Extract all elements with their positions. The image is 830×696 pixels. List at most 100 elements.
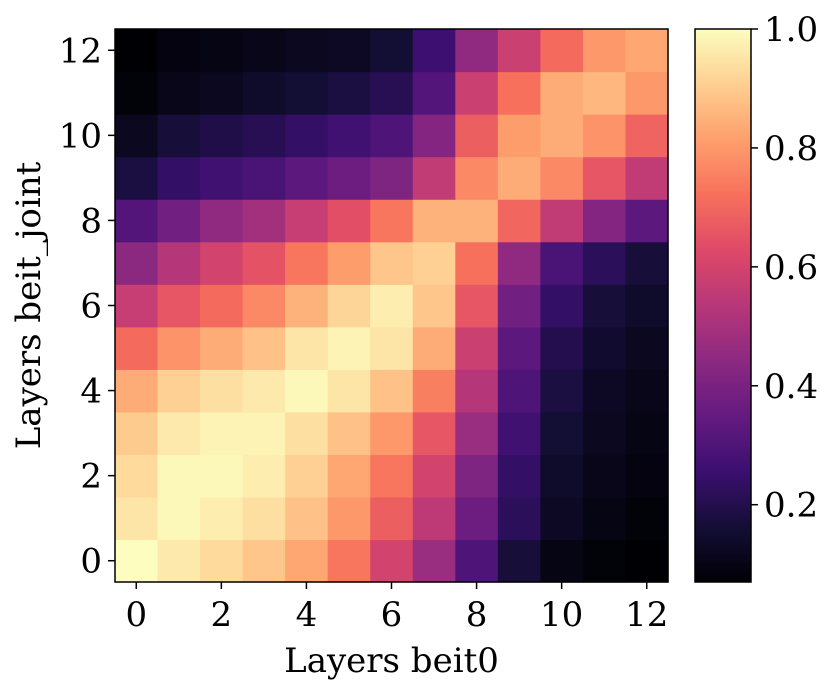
heatmap-cell: [412, 114, 456, 158]
heatmap-cell: [540, 369, 584, 413]
heatmap-cell: [200, 199, 244, 243]
heatmap-cell: [582, 369, 627, 413]
heatmap-cell: [412, 156, 456, 200]
heatmap-cell: [157, 454, 201, 498]
heatmap-cell: [285, 326, 329, 370]
heatmap-cell: [540, 454, 584, 498]
heatmap-cell: [625, 496, 669, 541]
heatmap-cell: [200, 539, 244, 583]
colorbar-ticks: 0.2 0.4 0.6 0.8 1.0: [751, 10, 818, 526]
heatmap-cell: [540, 114, 584, 158]
heatmap-cell: [497, 114, 541, 158]
heatmap-cell: [540, 539, 584, 583]
heatmap-cell: [582, 29, 627, 73]
heatmap-cell: [412, 29, 456, 73]
y-tick-label: 10: [59, 116, 102, 156]
x-tick-label: 0: [125, 595, 147, 635]
heatmap-cell: [242, 539, 286, 583]
heatmap-cell: [115, 241, 159, 285]
heatmap-cell: [242, 496, 286, 541]
x-axis-ticks: 0 2 4 6 8 10 12: [125, 582, 668, 635]
heatmap-cell: [625, 326, 669, 370]
heatmap-cell: [497, 29, 541, 73]
heatmap-cell: [455, 114, 499, 158]
heatmap-cell: [582, 326, 627, 370]
heatmap-cell: [540, 199, 584, 243]
heatmap-cell: [157, 284, 201, 328]
heatmap-cell: [412, 369, 456, 413]
heatmap-cell: [497, 454, 541, 498]
heatmap-cell: [242, 454, 286, 498]
heatmap-cell: [327, 411, 371, 455]
heatmap-cell: [497, 71, 541, 115]
heatmap-cell: [285, 114, 329, 158]
heatmap-cell: [115, 496, 159, 541]
heatmap-cell: [200, 369, 244, 413]
x-tick-label: 10: [540, 595, 583, 635]
heatmap-cell: [285, 454, 329, 498]
heatmap-cell: [242, 156, 286, 200]
heatmap-cell: [327, 539, 371, 583]
heatmap-cell: [625, 454, 669, 498]
heatmap-cell: [412, 241, 456, 285]
heatmap-cell: [115, 29, 159, 73]
heatmap-cell: [540, 496, 584, 541]
heatmap-cell: [582, 411, 627, 455]
heatmap-cell: [455, 156, 499, 200]
heatmap-cell: [582, 114, 627, 158]
heatmap-cell: [285, 284, 329, 328]
y-tick-label: 6: [80, 287, 102, 327]
heatmap-cell: [327, 496, 371, 541]
heatmap-cell: [285, 29, 329, 73]
heatmap-cells: [115, 29, 669, 583]
heatmap-cell: [625, 241, 669, 285]
heatmap-cell: [625, 199, 669, 243]
x-tick-label: 6: [381, 595, 403, 635]
heatmap-cell: [200, 114, 244, 158]
heatmap-cell: [285, 241, 329, 285]
heatmap-cell: [200, 71, 244, 115]
heatmap-cell: [412, 411, 456, 455]
heatmap-cell: [497, 284, 541, 328]
heatmap-cell: [625, 369, 669, 413]
heatmap-cell: [497, 326, 541, 370]
heatmap-cell: [412, 71, 456, 115]
heatmap-cell: [327, 71, 371, 115]
heatmap-cell: [497, 199, 541, 243]
y-tick-label: 2: [80, 457, 102, 497]
colorbar-tick-label: 1.0: [764, 10, 818, 50]
heatmap-cell: [370, 71, 414, 115]
y-axis-label: Layers beit_joint: [9, 161, 49, 449]
heatmap-cell: [242, 29, 286, 73]
heatmap-cell: [540, 411, 584, 455]
y-tick-label: 4: [80, 372, 102, 412]
heatmap-cell: [157, 156, 201, 200]
heatmap-cell: [327, 241, 371, 285]
heatmap-cell: [157, 199, 201, 243]
heatmap-cell: [157, 369, 201, 413]
heatmap-cell: [455, 241, 499, 285]
heatmap-cell: [497, 539, 541, 583]
heatmap-cell: [370, 199, 414, 243]
heatmap-cell: [412, 326, 456, 370]
colorbar-tick-label: 0.4: [764, 367, 818, 407]
x-axis-label: Layers beit0: [284, 641, 499, 681]
heatmap-cell: [115, 284, 159, 328]
x-tick-label: 12: [625, 595, 668, 635]
heatmap-cell: [115, 454, 159, 498]
heatmap-cell: [115, 411, 159, 455]
heatmap-cell: [285, 199, 329, 243]
heatmap-cell: [285, 71, 329, 115]
heatmap-cell: [370, 369, 414, 413]
heatmap-cell: [582, 241, 627, 285]
heatmap-cell: [115, 71, 159, 115]
x-tick-label: 2: [211, 595, 233, 635]
heatmap-cell: [370, 411, 414, 455]
heatmap-cell: [582, 454, 627, 498]
heatmap-cell: [625, 156, 669, 200]
heatmap-cell: [540, 71, 584, 115]
heatmap-cell: [455, 496, 499, 541]
heatmap-cell: [115, 326, 159, 370]
heatmap-cell: [497, 241, 541, 285]
